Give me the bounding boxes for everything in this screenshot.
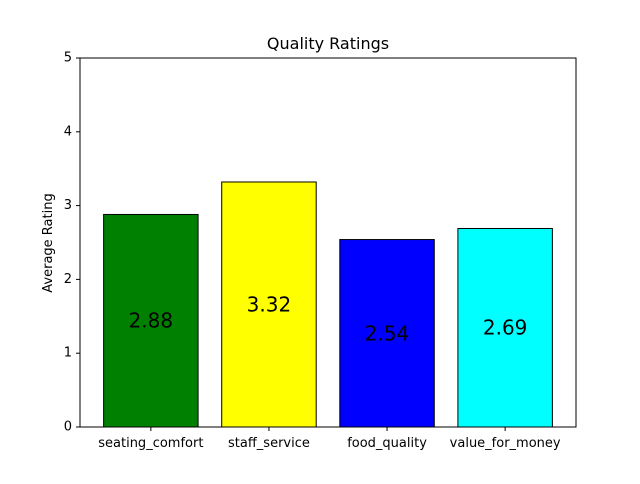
y-tick-label-5: 5 xyxy=(64,51,72,66)
x-tick-label-seating_comfort: seating_comfort xyxy=(98,436,203,451)
data-label-staff_service: 3.32 xyxy=(247,292,292,316)
y-tick-label-3: 3 xyxy=(64,198,72,213)
data-label-food_quality: 2.54 xyxy=(365,321,410,345)
bar-food_quality xyxy=(339,239,435,428)
y-tick-label-1: 1 xyxy=(64,346,72,361)
data-label-value_for_money: 2.69 xyxy=(483,316,528,340)
bar-seating_comfort xyxy=(103,213,199,428)
bar-staff_service xyxy=(221,181,317,428)
data-label-seating_comfort: 2.88 xyxy=(129,309,174,333)
y-tick-label-0: 0 xyxy=(64,420,72,435)
y-axis-label: Average Rating xyxy=(41,193,56,292)
x-axis-ticks: seating_comfort staff_service food_quality… xyxy=(98,427,561,451)
chart-title: Quality Ratings xyxy=(267,34,389,53)
x-tick-label-staff_service: staff_service xyxy=(228,436,310,451)
plot-area-frame xyxy=(79,57,577,428)
x-tick-label-value_for_money: value_for_money xyxy=(450,436,561,451)
x-tick-label-food_quality: food_quality xyxy=(347,436,427,451)
bar-value_for_money xyxy=(457,227,553,428)
y-tick-label-2: 2 xyxy=(64,272,72,287)
y-tick-label-4: 4 xyxy=(64,124,72,139)
y-axis-ticks: 0 1 2 3 4 5 xyxy=(64,51,80,435)
bars-group xyxy=(103,181,553,428)
data-labels: 2.88 3.32 2.54 2.69 xyxy=(129,292,528,345)
